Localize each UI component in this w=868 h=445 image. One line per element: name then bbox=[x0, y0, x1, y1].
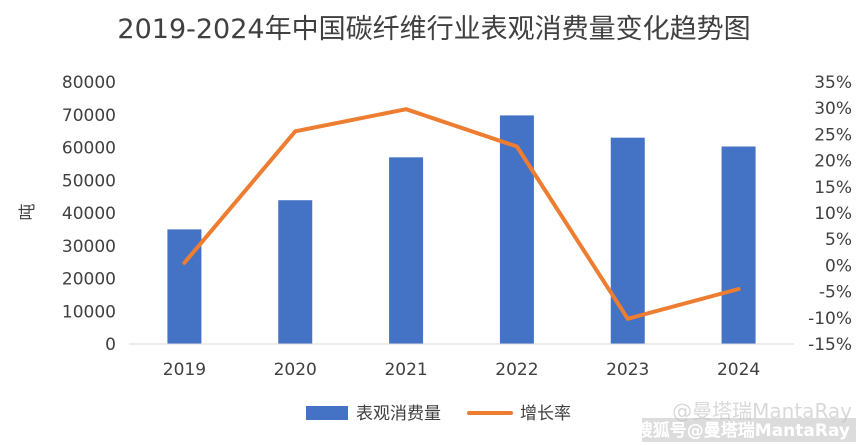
x-tick-label: 2024 bbox=[717, 360, 760, 380]
legend-bar-swatch bbox=[306, 406, 348, 420]
watermark-bg bbox=[642, 418, 856, 442]
right-tick-label: 5% bbox=[825, 230, 852, 250]
left-tick-label: 20000 bbox=[62, 270, 116, 290]
right-tick-label: 15% bbox=[814, 178, 852, 198]
x-tick-label: 2020 bbox=[274, 360, 317, 380]
right-tick-label: 25% bbox=[814, 125, 852, 145]
legend: 表观消费量 增长率 bbox=[306, 404, 571, 424]
right-tick-label: 35% bbox=[814, 73, 852, 93]
right-tick-label: -15% bbox=[808, 335, 852, 355]
watermark-strong: 搜狐号@曼塔瑞MantaRay bbox=[636, 420, 850, 441]
bars bbox=[167, 115, 756, 344]
right-tick-label: -5% bbox=[819, 283, 852, 303]
x-tick-label: 2021 bbox=[384, 360, 427, 380]
left-tick-label: 60000 bbox=[62, 139, 116, 159]
left-ticks: 0 10000 20000 30000 40000 50000 60000 70000 8000… bbox=[62, 73, 116, 355]
left-tick-label: 50000 bbox=[62, 171, 116, 191]
left-tick-label: 10000 bbox=[62, 302, 116, 322]
line-series bbox=[182, 107, 741, 321]
right-tick-label: 20% bbox=[814, 152, 852, 172]
right-tick-label: 10% bbox=[814, 204, 852, 224]
x-tick-label: 2023 bbox=[606, 360, 649, 380]
bar-2023 bbox=[610, 137, 645, 344]
x-tick-label: 2022 bbox=[495, 360, 538, 380]
right-tick-label: 30% bbox=[814, 99, 852, 119]
left-tick-label: 30000 bbox=[62, 237, 116, 257]
y-axis-label: 吨 bbox=[18, 204, 38, 221]
bar-2022 bbox=[499, 115, 534, 344]
x-tick-label: 2019 bbox=[163, 360, 206, 380]
legend-bar-label: 表观消费量 bbox=[356, 404, 441, 424]
left-tick-label: 80000 bbox=[62, 73, 116, 93]
bar-2021 bbox=[389, 157, 424, 344]
left-tick-label: 70000 bbox=[62, 106, 116, 126]
watermark: @曼塔瑞MantaRay 搜狐号@曼塔瑞MantaRay bbox=[636, 399, 856, 442]
left-tick-label: 40000 bbox=[62, 204, 116, 224]
right-ticks: -15% -10% -5% 0% 5% 10% 15% 20% 25% 30% 35% bbox=[808, 73, 852, 355]
right-tick-label: 0% bbox=[825, 256, 852, 276]
growth-rate-line bbox=[182, 107, 741, 321]
right-tick-label: -10% bbox=[808, 309, 852, 329]
legend-line-label: 增长率 bbox=[520, 404, 571, 424]
chart-title: 2019-2024年中国碳纤维行业表观消费量变化趋势图 bbox=[117, 14, 750, 45]
x-ticks: 2019 2020 2021 2022 2023 2024 bbox=[163, 360, 760, 380]
left-tick-label: 0 bbox=[105, 335, 116, 355]
bar-2024 bbox=[721, 146, 756, 344]
bar-2020 bbox=[278, 200, 313, 344]
